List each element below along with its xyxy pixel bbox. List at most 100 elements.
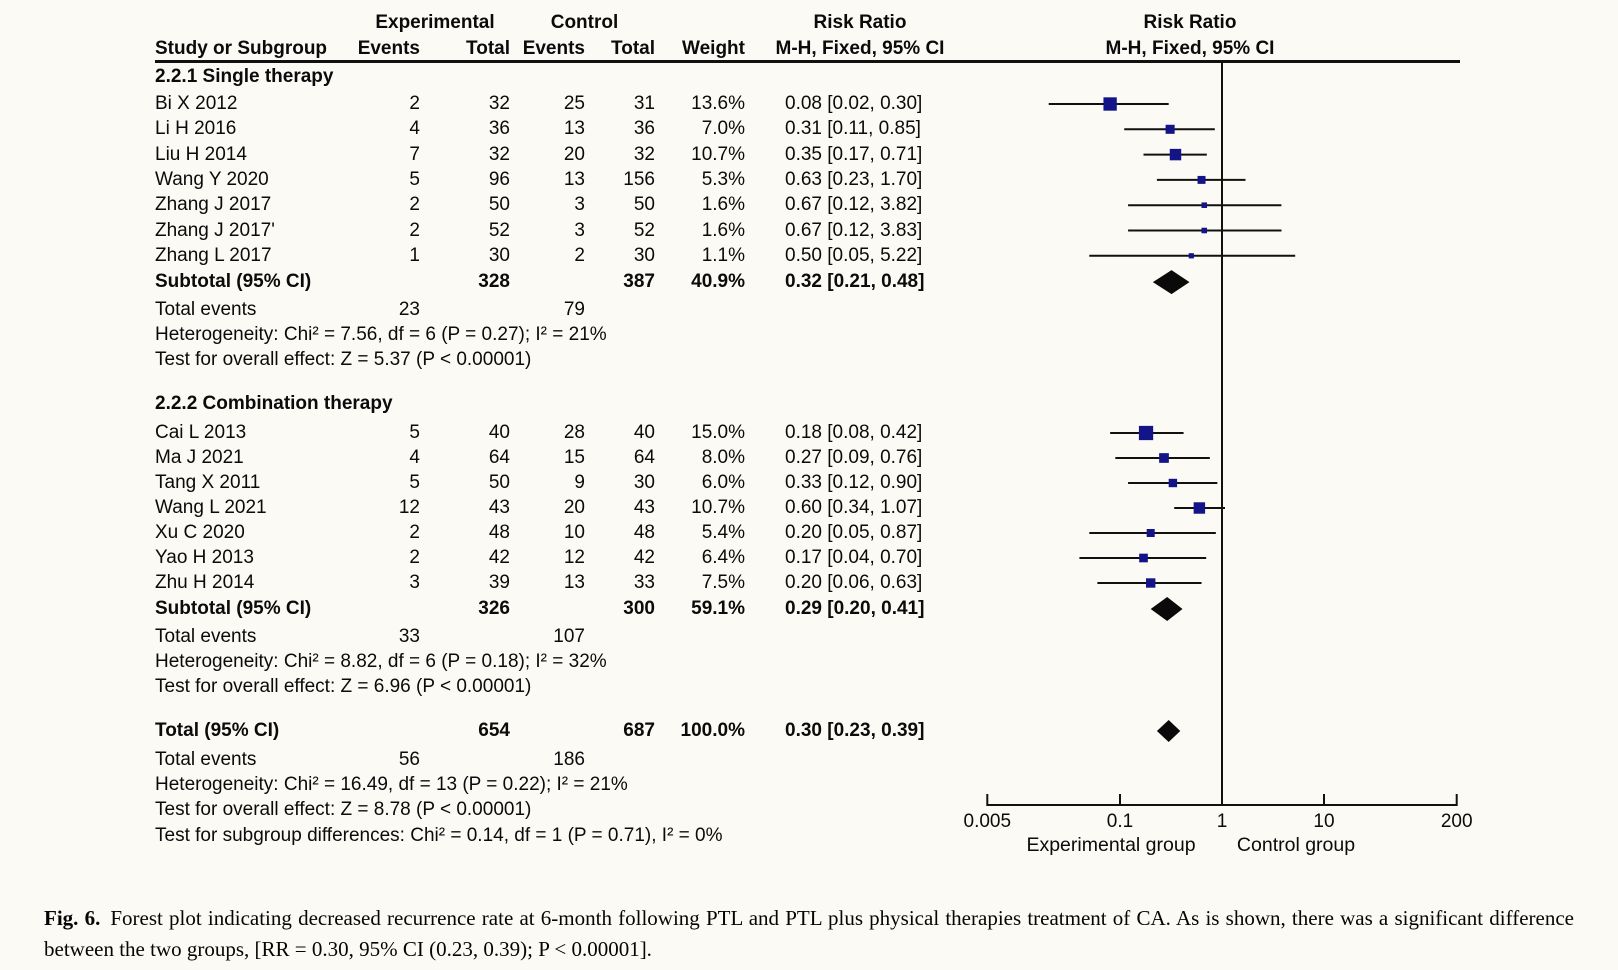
study-row: Zhu H 2014 3 39 13 33 7.5% 0.20 [0.06, 0.63]	[0, 570, 1618, 596]
exp-total-value: 32	[488, 93, 510, 114]
exp-total-value: 42	[488, 547, 510, 568]
exp-events-value: 2	[409, 547, 420, 568]
ctrl-total-value: 33	[633, 572, 655, 593]
exp-events-value: 3	[409, 572, 420, 593]
study-label: Tang X 2011	[155, 472, 261, 493]
ci-text: 0.29 [0.20, 0.41]	[785, 598, 925, 619]
exp-events-value: 5	[409, 422, 420, 443]
weight-value: 6.0%	[701, 472, 745, 493]
ci-text: 0.27 [0.09, 0.76]	[785, 447, 923, 468]
ci-text: 0.31 [0.11, 0.85]	[785, 118, 921, 140]
ci-text: 0.20 [0.05, 0.87]	[785, 522, 923, 543]
ctrl-events-value: 28	[563, 422, 585, 443]
study-label: Bi X 2012	[155, 93, 238, 114]
study-label: Wang L 2021	[155, 497, 267, 518]
weight-value: 8.0%	[701, 447, 745, 468]
ci-text: 0.35 [0.17, 0.71]	[785, 143, 923, 165]
ctrl-total-value: 30	[633, 244, 655, 266]
exp-events-value: 2	[409, 194, 420, 216]
ctrl-events-value: 13	[563, 118, 585, 140]
ci-text: 0.67 [0.12, 3.83]	[785, 219, 923, 241]
exp-events-value: 4	[409, 447, 420, 468]
ctrl-events-value: 12	[563, 547, 585, 568]
ctrl-events-value: 3	[574, 219, 585, 241]
ctrl-events-value: 10	[563, 522, 585, 543]
ctrl-events-value: 15	[563, 447, 585, 468]
exp-total-value: 654	[478, 720, 510, 741]
exp-total-value: 52	[488, 219, 510, 241]
ctrl-events-value: 3	[574, 194, 585, 216]
exp-events-value: 5	[409, 168, 420, 190]
study-row: Liu H 2014 7 32 20 32 10.7% 0.35 [0.17, 0.71]	[0, 142, 1618, 168]
ctrl-total-value: 42	[633, 547, 655, 568]
weight-value: 15.0%	[691, 422, 745, 443]
exp-total-column-header: Total	[466, 38, 510, 59]
total-overall-effect-row: Test for overall effect: Z = 8.78 (P < 0…	[0, 797, 1618, 823]
study-row: Li H 2016 4 36 13 36 7.0% 0.31 [0.11, 0.85]	[0, 116, 1618, 142]
subgroup-differences-row: Test for subgroup differences: Chi² = 0.…	[0, 823, 1618, 849]
ci-text: 0.60 [0.34, 1.07]	[785, 497, 923, 518]
ci-text: 0.18 [0.08, 0.42]	[785, 422, 923, 443]
exp-total-value: 48	[488, 522, 510, 543]
exp-total-value: 326	[478, 598, 510, 619]
ci-text: 0.08 [0.02, 0.30]	[785, 93, 923, 114]
study-label: Liu H 2014	[155, 143, 247, 165]
ctrl-total-value: 43	[633, 497, 655, 518]
total-row: Total (95% CI) 654 687 100.0% 0.30 [0.23, 0.…	[0, 718, 1618, 744]
weight-value: 100.0%	[680, 720, 745, 741]
ctrl-total-value: 36	[633, 118, 655, 140]
overall-effect-text: Test for overall effect: Z = 6.96 (P < 0…	[155, 676, 532, 697]
ctrl-events-value: 20	[563, 143, 585, 165]
mh-plot-column-header: M-H, Fixed, 95% CI	[1105, 38, 1275, 59]
experimental-column-header: Experimental	[375, 12, 495, 33]
total-label: Total (95% CI)	[155, 720, 280, 741]
heterogeneity-row: Heterogeneity: Chi² = 8.82, df = 6 (P = …	[0, 649, 1618, 675]
exp-total-value: 50	[488, 472, 510, 493]
header-rule	[155, 60, 1460, 63]
subtotal-row: Subtotal (95% CI) 328 387 40.9% 0.32 [0.21, …	[0, 269, 1618, 295]
overall-effect-text: Test for overall effect: Z = 5.37 (P < 0…	[155, 349, 532, 371]
study-label: Li H 2016	[155, 118, 237, 140]
total-events-row: Total events 23 79	[0, 297, 1618, 323]
weight-value: 59.1%	[691, 598, 745, 619]
ctrl-events-value: 13	[563, 572, 585, 593]
ctrl-total-value: 687	[623, 720, 655, 741]
figure-caption-text: Forest plot indicating decreased recurre…	[44, 906, 1574, 961]
ctrl-total-value: 31	[633, 93, 655, 114]
study-row: Xu C 2020 2 48 10 48 5.4% 0.20 [0.05, 0.87]	[0, 520, 1618, 546]
total-heterogeneity-row: Heterogeneity: Chi² = 16.49, df = 13 (P …	[0, 772, 1618, 798]
exp-total-value: 50	[488, 194, 510, 216]
study-row: Zhang J 2017 2 50 3 50 1.6% 0.67 [0.12, 3.82]	[0, 192, 1618, 218]
exp-events-value: 2	[409, 522, 420, 543]
risk-ratio-table-header: Risk Ratio	[813, 12, 907, 33]
exp-events-sum: 23	[398, 299, 420, 321]
ctrl-events-sum: 107	[553, 626, 585, 647]
subtotal-row: Subtotal (95% CI) 326 300 59.1% 0.29 [0.20, …	[0, 596, 1618, 622]
ctrl-total-value: 50	[633, 194, 655, 216]
weight-value: 40.9%	[691, 271, 745, 293]
mh-table-column-header: M-H, Fixed, 95% CI	[775, 38, 945, 59]
overall-effect-row: Test for overall effect: Z = 5.37 (P < 0…	[0, 347, 1618, 373]
total-events-label: Total events	[155, 626, 257, 647]
ctrl-events-sum: 79	[563, 299, 585, 321]
ci-text: 0.33 [0.12, 0.90]	[785, 472, 923, 493]
weight-value: 10.7%	[691, 143, 745, 165]
study-row: Tang X 2011 5 50 9 30 6.0% 0.33 [0.12, 0.90]	[0, 470, 1618, 496]
weight-value: 1.1%	[701, 244, 745, 266]
study-row: Yao H 2013 2 42 12 42 6.4% 0.17 [0.04, 0.70]	[0, 545, 1618, 571]
weight-value: 10.7%	[691, 497, 745, 518]
study-label: Zhang J 2017	[155, 194, 272, 216]
weight-value: 1.6%	[701, 194, 745, 216]
ctrl-total-value: 300	[623, 598, 655, 619]
study-label: Xu C 2020	[155, 522, 245, 543]
total-heterogeneity-text: Heterogeneity: Chi² = 16.49, df = 13 (P …	[155, 774, 628, 795]
exp-events-sum: 56	[398, 749, 420, 770]
study-row: Cai L 2013 5 40 28 40 15.0% 0.18 [0.08, 0.42]	[0, 420, 1618, 446]
study-row: Ma J 2021 4 64 15 64 8.0% 0.27 [0.09, 0.76]	[0, 445, 1618, 471]
subtotal-label: Subtotal (95% CI)	[155, 598, 312, 619]
ctrl-total-value: 30	[633, 472, 655, 493]
heterogeneity-text: Heterogeneity: Chi² = 8.82, df = 6 (P = …	[155, 651, 607, 672]
heterogeneity-row: Heterogeneity: Chi² = 7.56, df = 6 (P = …	[0, 322, 1618, 348]
ctrl-events-column-header: Events	[522, 38, 585, 59]
